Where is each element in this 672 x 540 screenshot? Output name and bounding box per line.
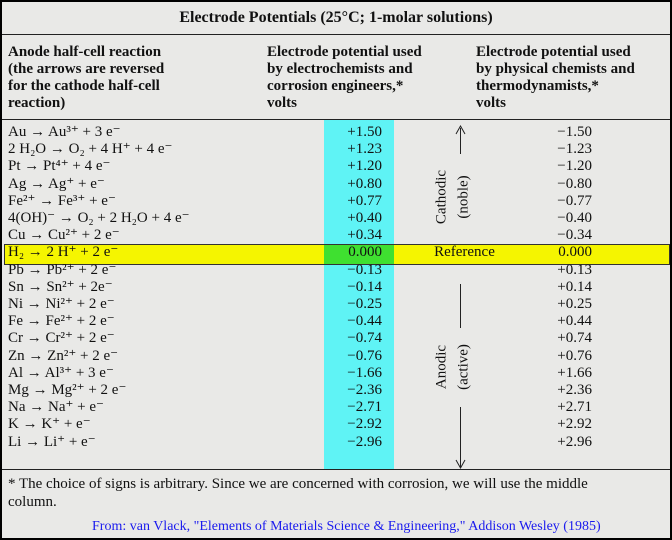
electrochem-potential: +0.80 [347,175,382,192]
column-header: Electrode potential used [476,44,631,60]
column-header: corrosion engineers,* [267,78,404,94]
reaction: Ag → Ag⁺ + e⁻ [8,175,105,192]
reaction: K → K⁺ + e⁻ [8,416,91,433]
column-header: by physical chemists and [476,61,635,77]
column-header: volts [476,95,506,111]
reaction: Pt → Pt⁴⁺ + 4 e⁻ [8,158,111,175]
electrochem-potential: +1.20 [347,158,382,175]
electrochem-potential: 0.000 [348,244,382,261]
electrochem-potential: −0.44 [347,313,382,330]
electrochem-potential: −0.74 [347,330,382,347]
reaction: Cu → Cu²⁺ + 2 e⁻ [8,227,120,244]
reference-label: Reference [434,244,495,261]
reaction: 2 H₂O → O₂ + 4 H⁺ + 4 e⁻ [8,141,173,158]
reaction: Mg → Mg²⁺ + 2 e⁻ [8,382,127,398]
column-header: Electrode potential used [267,44,422,60]
thermo-potential: −1.20 [557,158,592,175]
arrowhead-down [455,459,466,470]
arrowhead-up [455,124,466,135]
electrochem-potential: +1.23 [347,141,382,158]
column-header: by electrochemists and [267,61,413,77]
thermo-potential: +2.92 [557,416,592,433]
reaction: Cr → Cr²⁺ + 2 e⁻ [8,330,115,347]
reaction: Zn → Zn²⁺ + 2 e⁻ [8,347,119,364]
thermo-potential: 0.000 [558,244,592,261]
electrochem-potential: −0.76 [347,347,382,364]
thermo-potential: −1.23 [557,141,592,158]
thermo-potential: −0.40 [557,210,592,226]
column-header: reaction) [8,95,66,111]
header-rule [2,119,670,120]
electrochem-potential: +0.34 [347,227,382,244]
reaction: Li → Li⁺ + e⁻ [8,433,96,450]
reaction: Fe²⁺ → Fe³⁺ + e⁻ [8,192,116,209]
column-header: (the arrows are reversed [8,61,165,77]
electrochem-potential: −0.14 [347,278,382,295]
thermo-potential: +2.36 [557,382,592,398]
reaction: Au → Au³⁺ + 3 e⁻ [8,124,121,140]
reaction: Pb → Pb²⁺ + 2 e⁻ [8,261,117,278]
anodic-arrow-top [460,284,461,328]
reaction: Ni → Ni²⁺ + 2 e⁻ [8,296,115,312]
thermo-potential: +0.74 [557,330,592,347]
thermo-potential: +0.44 [557,313,592,330]
reaction: 4(OH)⁻ → O₂ + 2 H₂O + 4 e⁻ [8,210,190,226]
electrochem-potential: −0.25 [347,296,382,312]
column-header: thermodynamists,* [476,78,599,94]
highlight-intersection [324,245,394,264]
electrochem-potential: −2.92 [347,416,382,433]
footnote: column. [8,494,57,510]
side-label: (noble) [455,175,472,219]
thermo-potential: −1.50 [557,124,592,140]
side-label: (active) [455,344,472,390]
thermo-potential: +0.25 [557,296,592,312]
table-bottom-rule [2,469,670,470]
title-rule [2,34,670,35]
side-label: Cathodic [433,169,450,225]
anodic-arrow-bottom [460,407,461,467]
electrochem-potential: −2.71 [347,399,382,416]
electrochem-potential: +0.77 [347,192,382,209]
electrochem-potential: +0.40 [347,210,382,226]
electrochem-potential: +1.50 [347,124,382,140]
column-header: Anode half-cell reaction [8,44,162,60]
table-title: Electrode Potentials (25°C; 1-molar solu… [179,9,493,26]
electrochem-potential: −0.13 [347,261,382,278]
side-label: Anodic [433,344,450,390]
middle-column-highlight [324,119,394,469]
column-header: for the cathode half-cell [8,78,160,94]
reaction: Na → Na⁺ + e⁻ [8,399,104,416]
reaction: Sn → Sn²⁺ + 2e⁻ [8,278,113,295]
column-header: volts [267,95,297,111]
reaction: H₂ → 2 H⁺ + 2 e⁻ [8,244,119,261]
source-citation: From: van Vlack, "Elements of Materials … [92,519,601,534]
reaction: Fe → Fe²⁺ + 2 e⁻ [8,313,115,330]
electrochem-potential: −1.66 [347,364,382,381]
cathodic-arrow [460,128,461,154]
thermo-potential: +1.66 [557,364,592,381]
thermo-potential: −0.34 [557,227,592,244]
thermo-potential: +0.13 [557,261,592,278]
footnote: * The choice of signs is arbitrary. Sinc… [8,476,588,492]
reaction: Al → Al³⁺ + 3 e⁻ [8,364,114,381]
thermo-potential: +2.96 [557,433,592,450]
thermo-potential: −0.77 [557,192,592,209]
thermo-potential: +0.76 [557,347,592,364]
thermo-potential: +0.14 [557,278,592,295]
thermo-potential: +2.71 [557,399,592,416]
electrochem-potential: −2.36 [347,382,382,398]
thermo-potential: −0.80 [557,175,592,192]
electrochem-potential: −2.96 [347,433,382,450]
